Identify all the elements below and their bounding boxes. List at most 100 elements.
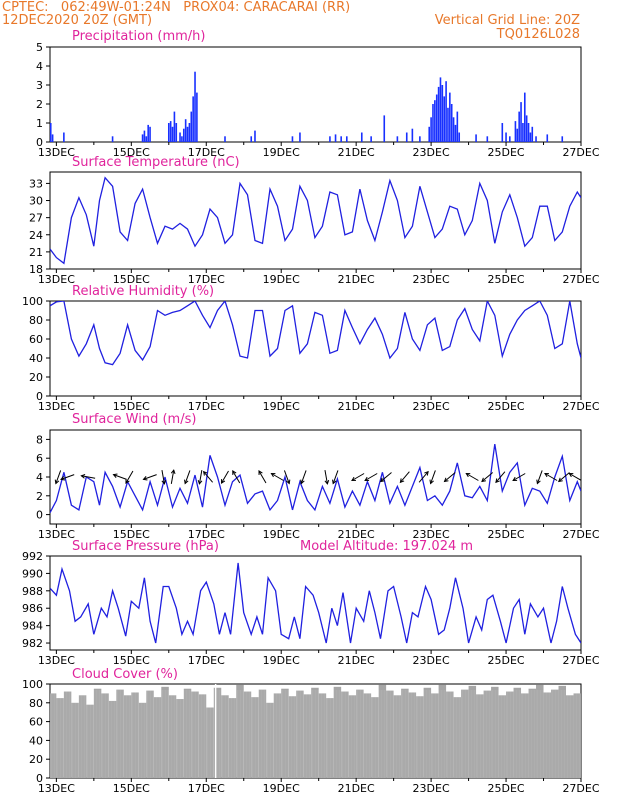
precip-x-tick-label: 23DEC (413, 146, 450, 159)
cloud-area-segment (416, 696, 424, 778)
cloud-area-segment (491, 686, 499, 778)
precip-bar (535, 136, 537, 142)
cloud-area-segment (558, 685, 567, 778)
header-model-code: TQ0126L028 (496, 27, 580, 42)
precip-bar (224, 136, 226, 142)
cloud-x-tick-label: 13DEC (38, 782, 75, 795)
wind-arrow-shaft (271, 473, 284, 481)
cloud-area-segment (386, 690, 394, 778)
wind-arrow-shaft (558, 472, 570, 482)
precip-bar (437, 86, 440, 142)
precip-bar (447, 107, 449, 142)
pressure-y-tick-label: 990 (22, 567, 43, 580)
temp-panel: 18 21 24 27 30 33 13DEC 15DEC 17DEC 19DEC 21DEC 23D… (29, 155, 600, 286)
precip-data (50, 71, 564, 142)
cloud-y-tick-label: 40 (29, 734, 43, 747)
cloud-area-segment (228, 698, 237, 778)
wind-arrow-head (351, 476, 356, 482)
wind-arrow (161, 470, 167, 485)
precip-bar (428, 126, 431, 142)
wind-arrow-shaft (143, 474, 157, 480)
wind-data (50, 443, 581, 514)
precip-y-tick-label: 3 (36, 79, 43, 92)
wind-arrow-shaft (60, 474, 75, 480)
wind-x-tick-label: 27DEC (562, 528, 599, 541)
precip-bar (182, 128, 185, 142)
temp-y-tick-label: 30 (29, 195, 43, 208)
cloud-area-segment (93, 688, 102, 778)
temp-x-tick-label: 27DEC (562, 273, 599, 286)
precip-bar (546, 134, 549, 142)
wind-arrow-shaft (170, 470, 175, 484)
wind-arrow-head (465, 472, 471, 478)
temp-y-tick-label: 24 (29, 229, 43, 242)
precip-bar (527, 123, 530, 142)
pressure-x-tick-label: 17DEC (188, 654, 225, 667)
temp-y-tick-label: 18 (29, 263, 43, 276)
cloud-area-segment (153, 697, 162, 778)
wind-arrow-head (481, 477, 486, 483)
cloud-area-segment (108, 700, 117, 778)
cloud-area-segment (401, 688, 409, 778)
pressure-x-tick-label: 19DEC (263, 654, 300, 667)
temp-x-tick-label: 17DEC (188, 273, 225, 286)
cloud-area-segment (528, 688, 537, 778)
wind-arrow-shaft (481, 472, 493, 482)
rh-y-tick-label: 0 (36, 390, 43, 403)
cloud-area-segment (356, 689, 364, 778)
pressure-x-tick-label: 25DEC (487, 654, 524, 667)
wind-arrow (300, 470, 307, 485)
cloud-area-segment (221, 695, 229, 778)
cloud-area-segment (146, 690, 154, 778)
pressure-y-tick-label: 988 (22, 585, 43, 598)
rh-y-tick-label: 80 (29, 314, 43, 327)
wind-arrow-head (60, 476, 66, 481)
cloud-area-segment (138, 702, 147, 778)
precip-bar (370, 136, 372, 142)
precip-bar (505, 132, 507, 142)
wind-y-tick-label: 8 (36, 433, 43, 446)
cloud-y-tick-label: 60 (29, 716, 43, 729)
cloud-area-segment (63, 691, 72, 778)
rh-y-tick-label: 100 (22, 295, 43, 308)
cloud-area-segment (551, 689, 559, 778)
cloud-x-tick-label: 23DEC (413, 782, 450, 795)
wind-arrow-head (443, 477, 449, 483)
precip-bar (329, 136, 331, 142)
precip-title: Precipitation (mm/h) (72, 29, 205, 44)
wind-arrow-shaft (444, 472, 456, 482)
wind-arrow-shaft (430, 470, 436, 484)
cloud-area-segment (273, 693, 282, 778)
cloud-data (50, 684, 581, 778)
wind-arrow-shaft (364, 473, 378, 481)
cloud-y-tick-label: 20 (29, 753, 43, 766)
precip-bar (167, 123, 170, 142)
precip-bar (458, 132, 461, 142)
wind-x-tick-label: 13DEC (38, 528, 75, 541)
pressure-x-tick-label: 15DEC (113, 654, 150, 667)
wind-arrow-head (557, 477, 563, 483)
wind-arrow (142, 474, 157, 481)
precip-x-tick-label: 13DEC (38, 146, 75, 159)
cloud-area-segment (506, 691, 514, 778)
precip-bar (340, 136, 342, 142)
wind-arrow (112, 473, 127, 480)
wind-arrow-head (112, 473, 118, 478)
wind-arrow-shaft (184, 470, 191, 484)
wind-y-tick-label: 0 (36, 509, 43, 522)
wind-arrow-shaft (380, 472, 392, 482)
wind-arrow (465, 472, 479, 481)
wind-arrow (197, 470, 203, 485)
cloud-x-tick-label: 17DEC (188, 782, 225, 795)
precip-bar (514, 121, 517, 142)
precip-bar (454, 124, 457, 142)
temp-x-tick-label: 19DEC (263, 273, 300, 286)
precip-bar (181, 136, 183, 142)
wind-arrow-head (125, 479, 130, 484)
precip-bar (434, 100, 436, 142)
wind-arrow (399, 471, 410, 484)
wind-y-tick-label: 4 (36, 471, 43, 484)
wind-arrow-shaft (198, 470, 203, 484)
wind-arrow-shaft (300, 470, 307, 484)
cloud-area-segment (168, 695, 177, 778)
